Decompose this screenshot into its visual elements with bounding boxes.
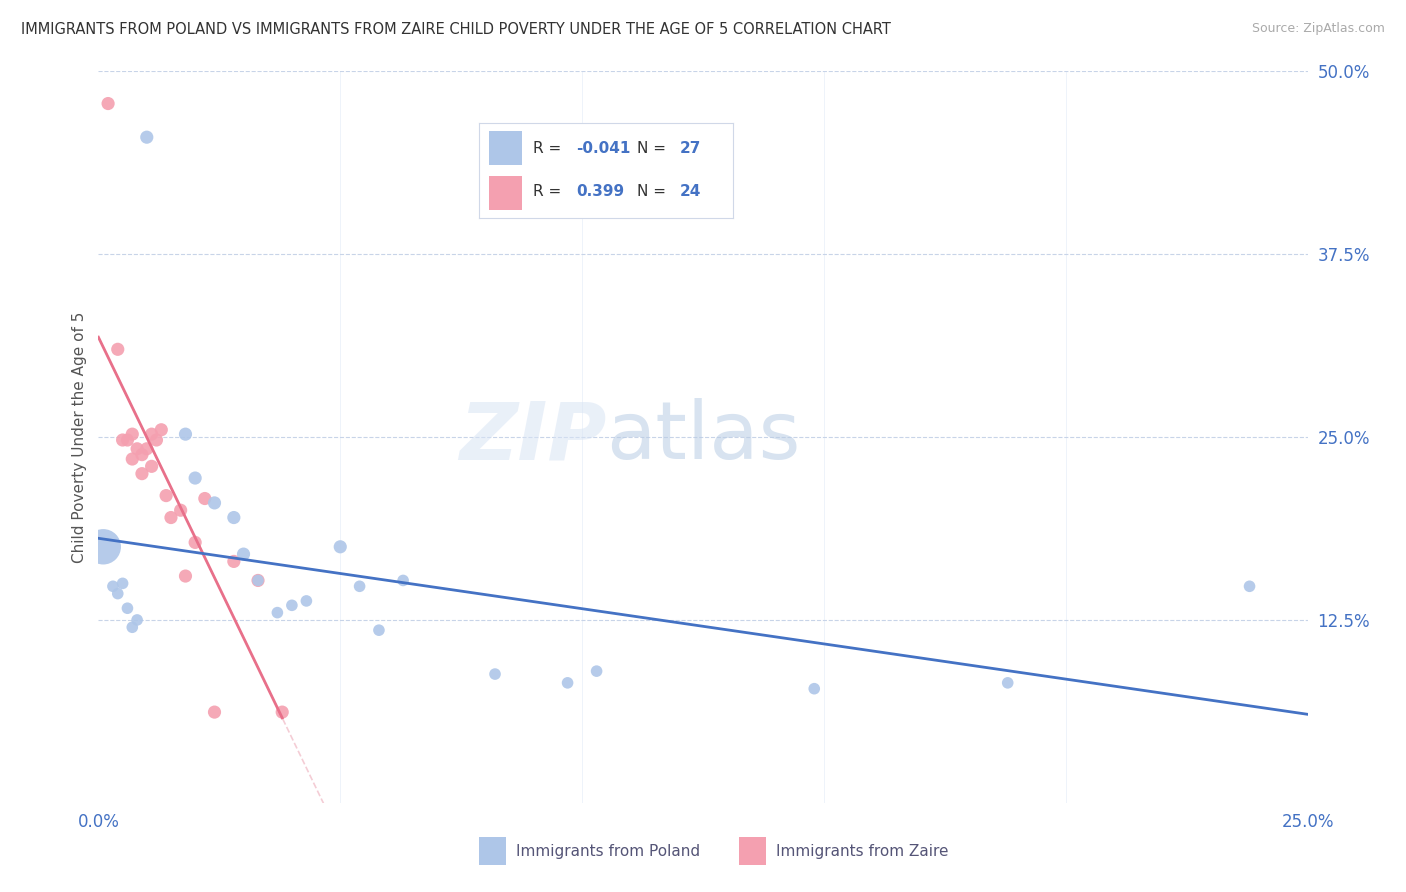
Point: [184, 471, 207, 485]
Text: Immigrants from Zaire: Immigrants from Zaire: [776, 844, 948, 859]
Point: [368, 623, 391, 637]
Point: [127, 442, 149, 456]
Text: IMMIGRANTS FROM POLAND VS IMMIGRANTS FROM ZAIRE CHILD POVERTY UNDER THE AGE OF 5: IMMIGRANTS FROM POLAND VS IMMIGRANTS FRO…: [21, 22, 891, 37]
Point: [107, 586, 129, 600]
Point: [1239, 579, 1261, 593]
Point: [349, 579, 371, 593]
Point: [484, 667, 506, 681]
Y-axis label: Child Poverty Under the Age of 5: Child Poverty Under the Age of 5: [72, 311, 87, 563]
Text: atlas: atlas: [606, 398, 800, 476]
Text: Source: ZipAtlas.com: Source: ZipAtlas.com: [1251, 22, 1385, 36]
Point: [127, 613, 149, 627]
Point: [392, 574, 415, 588]
Point: [135, 130, 157, 145]
Point: [150, 423, 173, 437]
Point: [222, 554, 245, 568]
Point: [247, 574, 270, 588]
Point: [101, 579, 124, 593]
Point: [135, 442, 157, 456]
Point: [111, 433, 134, 447]
Point: [174, 569, 197, 583]
Point: [557, 676, 579, 690]
Point: [247, 574, 270, 588]
Point: [145, 433, 167, 447]
Point: [281, 599, 304, 613]
Point: [585, 664, 607, 678]
Point: [141, 459, 163, 474]
Point: [169, 503, 191, 517]
Point: [266, 606, 288, 620]
Point: [131, 467, 153, 481]
Point: [194, 491, 217, 506]
Point: [271, 705, 294, 719]
Point: [184, 535, 207, 549]
Point: [97, 96, 120, 111]
Text: ZIP: ZIP: [458, 398, 606, 476]
Point: [295, 594, 318, 608]
Point: [111, 576, 134, 591]
Point: [121, 452, 143, 467]
Text: Immigrants from Poland: Immigrants from Poland: [516, 844, 700, 859]
Point: [91, 540, 114, 554]
Point: [222, 510, 245, 524]
Point: [160, 510, 183, 524]
Point: [141, 427, 163, 442]
Point: [803, 681, 825, 696]
Point: [329, 540, 352, 554]
Point: [117, 433, 139, 447]
Point: [131, 448, 153, 462]
Point: [121, 620, 143, 634]
Point: [174, 427, 197, 442]
Point: [232, 547, 254, 561]
Point: [204, 705, 226, 719]
Point: [155, 489, 177, 503]
Point: [997, 676, 1019, 690]
Point: [117, 601, 139, 615]
Point: [204, 496, 226, 510]
Point: [107, 343, 129, 357]
Bar: [740, 838, 766, 865]
Bar: [479, 838, 506, 865]
Point: [121, 427, 143, 442]
